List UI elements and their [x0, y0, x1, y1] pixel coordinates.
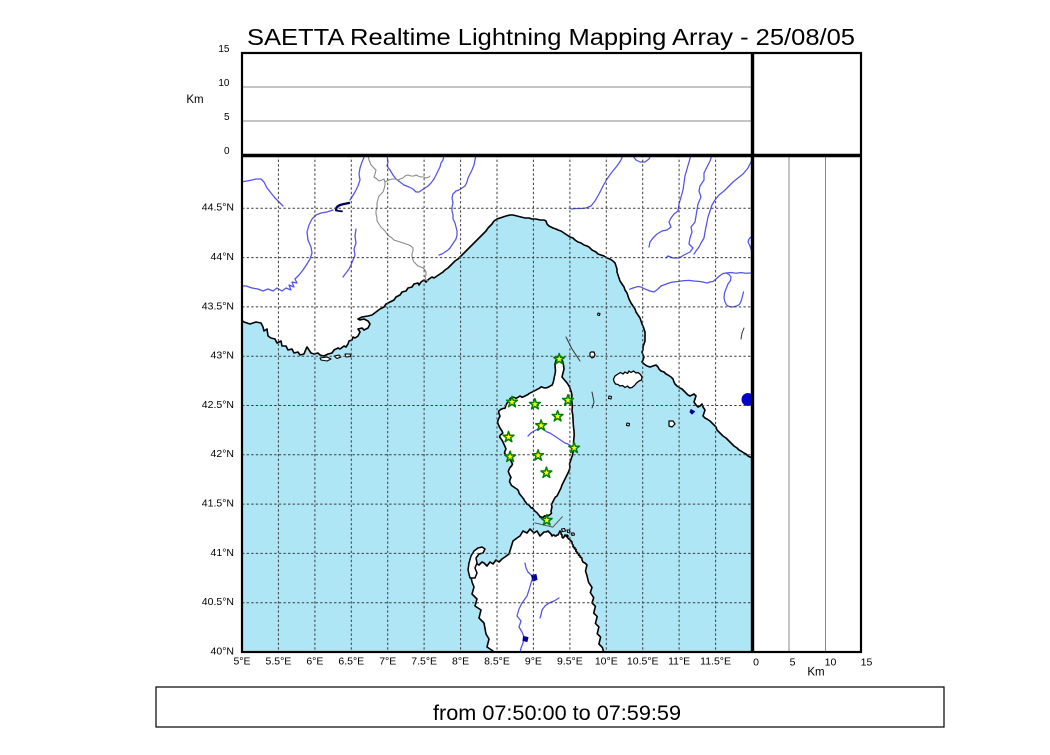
svg-text:41.5°N: 41.5°N: [202, 498, 234, 510]
svg-text:40°N: 40°N: [211, 645, 234, 657]
svg-text:43°N: 43°N: [211, 350, 234, 362]
svg-text:42°N: 42°N: [211, 448, 234, 460]
svg-text:6.5°E: 6.5°E: [338, 656, 364, 668]
svg-text:15: 15: [218, 44, 230, 55]
svg-text:5: 5: [790, 657, 796, 669]
svg-text:15: 15: [861, 657, 873, 669]
svg-text:9.5°E: 9.5°E: [557, 656, 583, 668]
svg-text:8°E: 8°E: [452, 656, 469, 668]
svg-text:5.5°E: 5.5°E: [266, 656, 292, 668]
svg-text:44°N: 44°N: [211, 251, 234, 263]
svg-text:10: 10: [218, 78, 230, 89]
svg-text:11.5°E: 11.5°E: [700, 656, 731, 668]
svg-text:Km: Km: [807, 667, 824, 679]
svg-text:from 07:50:00 to 07:59:59: from 07:50:00 to 07:59:59: [433, 701, 681, 725]
svg-text:5: 5: [224, 112, 230, 123]
svg-text:8.5°E: 8.5°E: [484, 656, 510, 668]
svg-text:40.5°N: 40.5°N: [202, 596, 234, 608]
svg-text:10.5°E: 10.5°E: [627, 656, 659, 668]
svg-text:42.5°N: 42.5°N: [202, 399, 234, 411]
svg-text:10: 10: [825, 657, 837, 669]
svg-text:SAETTA Realtime Lightning Mapp: SAETTA Realtime Lightning Mapping Array …: [247, 24, 855, 50]
svg-text:0: 0: [753, 657, 759, 669]
svg-text:Km: Km: [186, 94, 203, 106]
svg-text:7°E: 7°E: [379, 656, 396, 668]
svg-text:7.5°E: 7.5°E: [411, 656, 437, 668]
svg-text:41°N: 41°N: [211, 547, 234, 559]
svg-text:5°E: 5°E: [233, 656, 250, 668]
svg-text:0: 0: [224, 146, 230, 157]
svg-text:11°E: 11°E: [668, 656, 690, 668]
svg-text:9°E: 9°E: [525, 656, 542, 668]
svg-text:44.5°N: 44.5°N: [202, 202, 234, 214]
svg-text:10°E: 10°E: [595, 656, 618, 668]
svg-text:43.5°N: 43.5°N: [202, 300, 234, 312]
svg-text:6°E: 6°E: [306, 656, 323, 668]
